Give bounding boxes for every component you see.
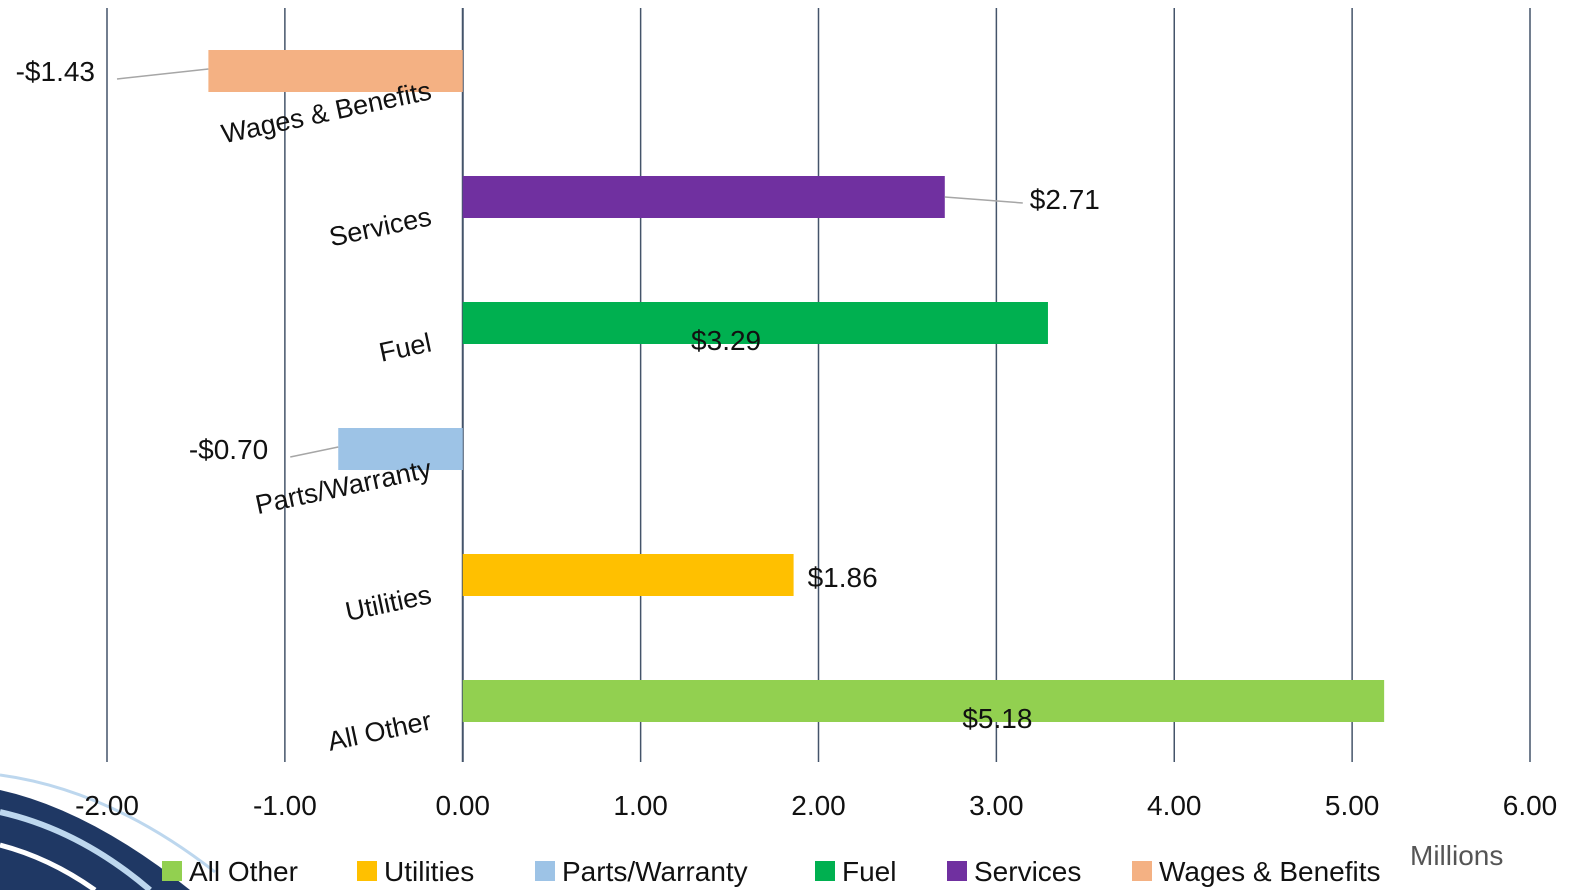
leader-line bbox=[116, 68, 209, 80]
bar bbox=[462, 176, 945, 218]
data-label: $5.18 bbox=[962, 703, 1032, 734]
swoosh-dark bbox=[0, 790, 190, 890]
swoosh-stripe bbox=[0, 809, 152, 893]
bar bbox=[208, 50, 463, 92]
x-tick-label: 3.00 bbox=[969, 790, 1024, 821]
x-tick-label: 6.00 bbox=[1503, 790, 1558, 821]
legend-swatch bbox=[1132, 861, 1152, 881]
legend-swatch bbox=[815, 861, 835, 881]
legend-item: Wages & Benefits bbox=[1132, 856, 1381, 887]
x-tick-label: 0.00 bbox=[436, 790, 491, 821]
x-tick-label: 4.00 bbox=[1147, 790, 1202, 821]
data-label: $2.71 bbox=[1030, 184, 1100, 215]
legend-swatch bbox=[535, 861, 555, 881]
data-label: $1.86 bbox=[808, 562, 878, 593]
swoosh-stripe bbox=[0, 773, 216, 874]
x-tick-label: -1.00 bbox=[253, 790, 317, 821]
leader-line bbox=[944, 196, 1023, 204]
gridlines bbox=[106, 8, 1531, 762]
x-tick-label: 5.00 bbox=[1325, 790, 1380, 821]
legend-label: Parts/Warranty bbox=[562, 856, 748, 887]
data-label: -$1.43 bbox=[16, 56, 95, 87]
x-tick-label: -2.00 bbox=[75, 790, 139, 821]
data-label: $3.29 bbox=[691, 325, 761, 356]
x-unit-label: Millions bbox=[1410, 840, 1503, 871]
swoosh-decoration bbox=[0, 773, 216, 893]
legend-label: Services bbox=[974, 856, 1081, 887]
legend-label: Utilities bbox=[384, 856, 474, 887]
legend-label: Fuel bbox=[842, 856, 896, 887]
bar bbox=[462, 302, 1048, 344]
swoosh-stripe bbox=[0, 842, 97, 893]
category-label: Utilities bbox=[343, 580, 434, 627]
legend-item: All Other bbox=[162, 856, 298, 887]
bars bbox=[208, 50, 1385, 722]
legend-item: Fuel bbox=[815, 856, 896, 887]
bar bbox=[462, 680, 1385, 722]
category-label: Fuel bbox=[376, 328, 434, 368]
bar bbox=[462, 554, 794, 596]
legend-item: Utilities bbox=[357, 856, 474, 887]
legend-item: Services bbox=[947, 856, 1081, 887]
leader-lines bbox=[116, 68, 1023, 458]
legend-swatch bbox=[947, 861, 967, 881]
bar bbox=[338, 428, 463, 470]
x-tick-label: 1.00 bbox=[613, 790, 668, 821]
legend-swatch bbox=[162, 861, 182, 881]
legend-swatch bbox=[357, 861, 377, 881]
x-axis-tick-labels: -2.00 -1.00 0.00 1.00 2.00 3.00 4.00 5.00 6.00 bbox=[75, 790, 1557, 821]
category-label: Services bbox=[326, 202, 434, 253]
legend-item: Parts/Warranty bbox=[535, 856, 748, 887]
data-label: -$0.70 bbox=[189, 434, 268, 465]
legend-label: All Other bbox=[189, 856, 298, 887]
leader-line bbox=[290, 446, 339, 458]
category-labels: Wages & BenefitsServicesFuelParts/Warran… bbox=[219, 76, 435, 757]
category-label: All Other bbox=[325, 706, 434, 757]
legend: All Other Utilities Parts/Warranty Fuel Serv… bbox=[162, 856, 1381, 887]
data-labels: -$1.43 $2.71 $3.29 -$0.70 $1.86 $5.18 bbox=[16, 56, 1100, 734]
legend-label: Wages & Benefits bbox=[1159, 856, 1381, 887]
x-tick-label: 2.00 bbox=[791, 790, 846, 821]
